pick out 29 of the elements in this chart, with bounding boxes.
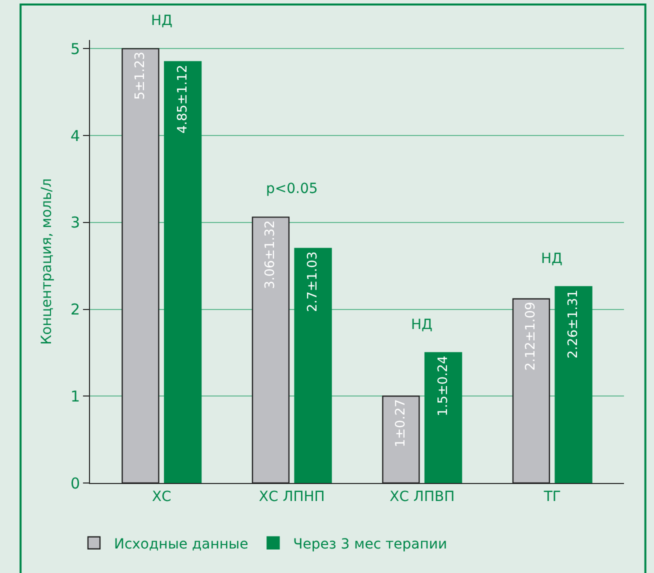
legend-label: Через 3 мес терапии [293, 536, 448, 552]
text: НД [151, 13, 173, 29]
data-label: 2.26±1.31 [566, 290, 582, 358]
y-tick-label: 3 [70, 214, 80, 232]
y-tick-label: 5 [70, 40, 80, 58]
y-tick-label: 1 [70, 387, 80, 406]
data-label: 5±1.23 [132, 52, 148, 100]
x-tick-label: ХС ЛПВП [390, 488, 455, 505]
data-label: 1±0.27 [393, 399, 408, 448]
x-tick-label: ХС ЛПНП [258, 488, 325, 505]
data-label: 2.7±1.03 [306, 251, 321, 312]
bar [424, 352, 462, 483]
data-label: 1.5±0.24 [436, 356, 451, 416]
data-label: 3.06±1.32 [263, 220, 278, 289]
data-label: 4.85±1.12 [175, 64, 190, 134]
legend-label: Исходные данные [114, 536, 248, 552]
y-tick-label: 2 [70, 300, 80, 319]
x-tick-label: ТГ [542, 488, 561, 505]
annotation: p<0.05 [266, 181, 318, 197]
y-tick-label: 0 [70, 474, 80, 492]
y-tick-label: 4 [70, 126, 80, 145]
y-axis-title: Концентрация, моль/л [39, 178, 56, 345]
bar [554, 286, 592, 483]
x-tick-label: ХС [152, 488, 172, 505]
bar [294, 248, 332, 483]
bar [164, 61, 202, 483]
data-label: 2.12±1.09 [524, 302, 539, 371]
annotation: НД [541, 251, 563, 267]
annotation: НД [411, 317, 433, 333]
